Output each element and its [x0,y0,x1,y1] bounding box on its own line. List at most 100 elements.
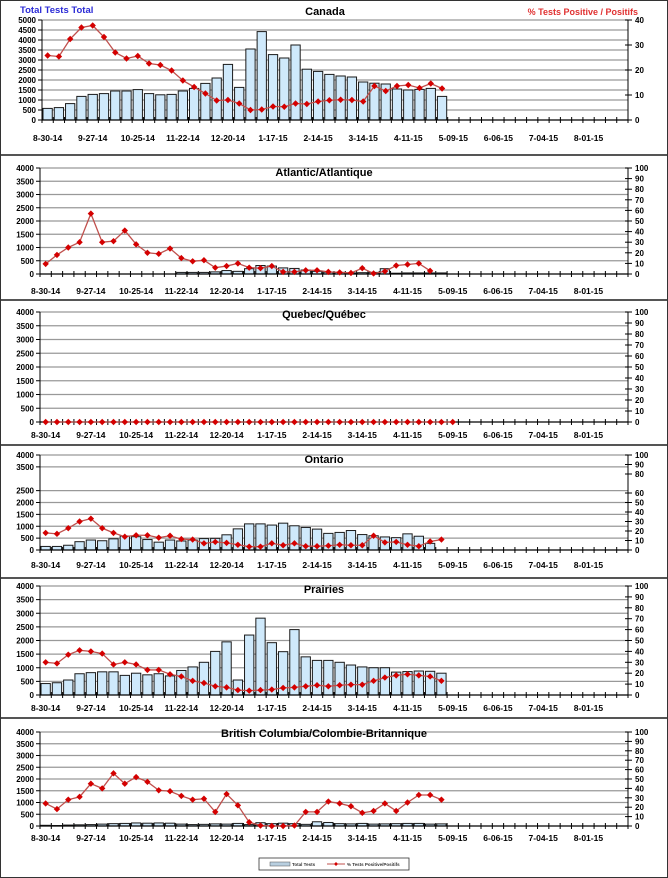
x-tick-label: 12-20-14 [210,703,244,713]
positive-marker [348,96,356,104]
positive-marker [168,67,175,74]
x-tick-label: 10-25-14 [121,133,155,143]
y2-tick-label: 100 [635,728,649,737]
positive-marker [65,796,72,803]
x-tick-label: 1-17-15 [257,560,287,570]
y-tick-label: 3500 [16,596,34,605]
y-tick-label: 1000 [16,244,34,253]
bar [267,54,279,121]
y2-tick-label: 100 [635,164,649,173]
y-tick-label: 1000 [16,522,34,531]
x-tick-label: 8-30-14 [31,286,61,296]
y2-tick-label: 50 [635,217,644,226]
y-tick-label: 2000 [16,637,34,646]
positive-marker [415,791,423,799]
positive-marker [302,418,309,426]
y-tick-label: 3500 [16,177,34,186]
x-tick-label: 11-22-14 [165,560,199,570]
positive-marker [370,270,377,277]
panel-prairies: 0 500 1000 1500 2000 2500 3000 3500 4000 0 10 20 30 4… [16,582,649,713]
bar [357,666,368,696]
y-tick-label: 2500 [18,66,36,75]
y-tick-label: 5000 [18,16,36,25]
y2-tick-label: 60 [635,206,644,215]
positive-marker [392,262,400,269]
positive-marker [53,660,61,667]
y-tick-label: 2500 [16,204,34,213]
y-tick-label: 3500 [16,322,34,331]
x-tick-label: 2-14-15 [302,560,332,570]
bar [189,87,200,121]
x-tick-label: 6-06-15 [484,133,514,143]
x-tick-label: 8-30-14 [31,560,61,570]
positive-marker [42,418,49,426]
positive-marker [347,269,355,277]
x-tick-label: 2-14-15 [302,703,332,713]
bar [153,673,164,696]
positive-marker [325,683,332,690]
y2-tick-label: 60 [635,626,644,635]
positive-marker [202,90,209,97]
x-tick-label: 5-09-15 [438,286,468,296]
x-tick-label: 12-20-14 [211,133,245,143]
positive-marker [281,103,288,110]
positive-marker [200,795,208,802]
y2-tick-label: 100 [635,582,649,591]
positive-marker [279,822,287,830]
y-tick-label: 0 [30,691,35,700]
positive-marker [292,100,299,107]
y-tick-label: 1500 [18,86,36,95]
panel-british-columbia-colombie-britannique: 0500100015002000250030003500400001020304… [16,728,649,843]
positive-marker [392,418,400,426]
positive-marker [87,418,95,426]
positive-marker [65,524,72,532]
positive-marker [347,681,355,688]
positive-marker [381,268,389,275]
y2-tick-label: 30 [635,518,644,527]
x-tick-label: 12-20-14 [210,833,244,843]
positive-marker [123,55,130,62]
positive-marker [359,681,366,688]
positive-marker [347,803,355,810]
y-tick-label: 4000 [18,36,36,45]
y2-tick-label: 40 [635,374,644,383]
legend: Total Tests % Tests Positive/Positifs [258,857,410,871]
positive-marker [76,418,83,426]
x-tick-label: 6-06-15 [483,703,513,713]
positive-marker [53,418,61,426]
x-tick-label: 1-17-15 [257,833,287,843]
positive-marker [76,239,83,246]
y2-tick-label: 20 [635,249,644,258]
y2-tick-label: 80 [635,747,644,756]
y2-tick-label: 0 [635,418,640,427]
bar [414,88,425,121]
panel-quebec-qu-bec: 0 500 1000 1500 2000 2500 3000 3500 4000 0 10 20 30 4… [16,308,649,440]
positive-marker [134,52,141,60]
legend-line-label: % Tests Positive/Positifs [347,862,400,867]
positive-marker [234,260,242,267]
positive-marker [336,800,343,807]
positive-marker [121,533,129,540]
positive-marker [426,673,434,680]
positive-marker [245,819,253,826]
y-tick-label: 0 [30,418,35,427]
y2-tick-label: 0 [635,546,640,555]
bar [51,682,63,696]
x-tick-label: 7-04-15 [529,560,559,570]
x-tick-label: 11-22-14 [165,430,199,440]
positive-marker [291,822,298,829]
y2-tick-label: 90 [635,593,644,602]
panel-atlantic-atlantique: 0500100015002000250030003500400001020304… [16,164,649,296]
positive-marker [42,800,49,807]
positive-marker [76,793,83,801]
positive-marker [258,106,265,113]
positive-marker [416,84,423,92]
positive-marker [236,100,243,107]
bar [222,63,234,121]
y-tick-label: 2500 [16,349,34,358]
x-tick-label: 9-27-14 [76,560,106,570]
bar [176,540,187,551]
positive-marker [42,659,49,666]
positive-marker [110,661,117,668]
bar [166,93,177,121]
